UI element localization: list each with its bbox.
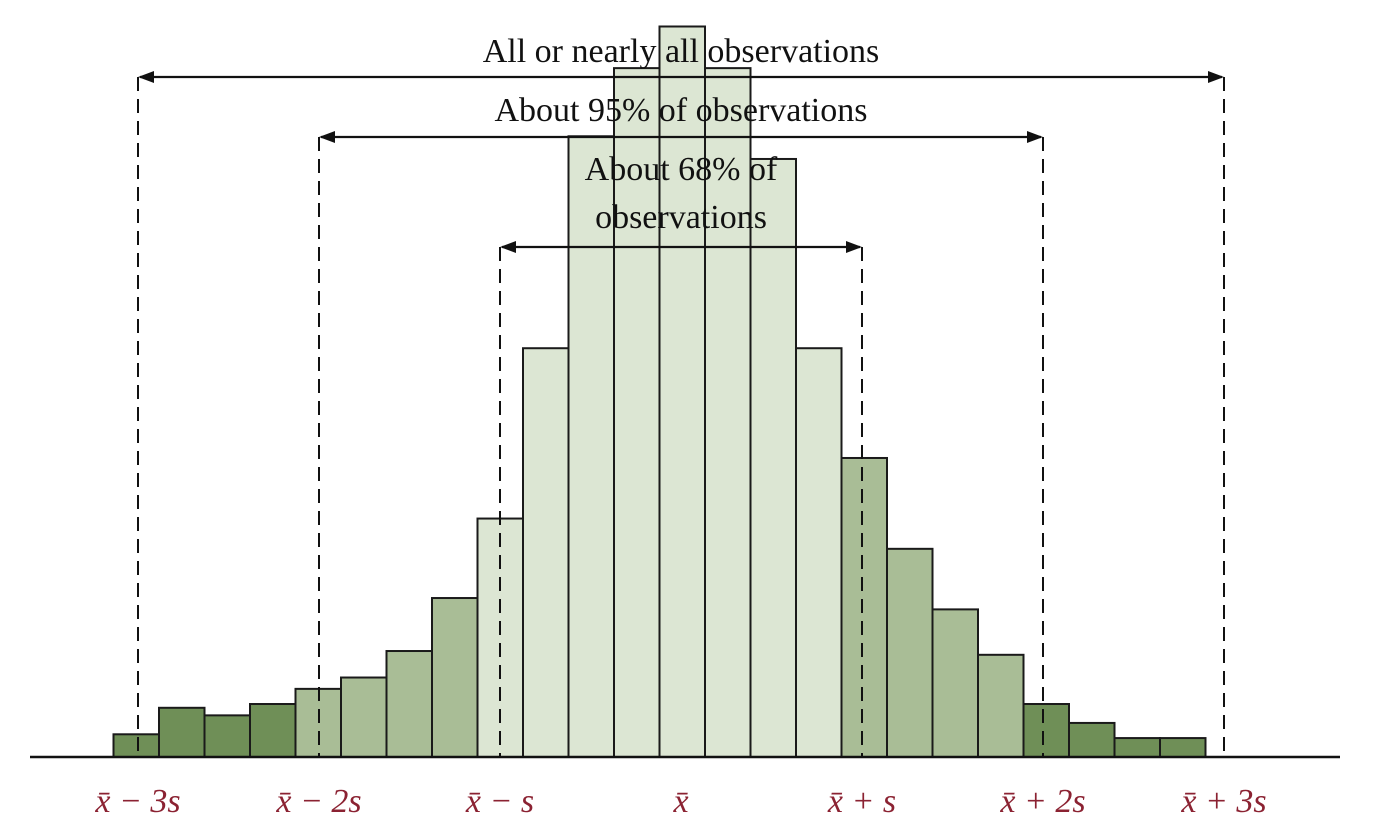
annotation-label: About 95% of observations: [494, 92, 867, 129]
annotation-spans: All or nearly all observations About 95% …: [138, 33, 1224, 253]
sd-guide-lines: [137, 77, 1225, 757]
x-tick-label: x̄ − 2s: [275, 783, 361, 820]
annotation-label: All or nearly all observations: [483, 33, 880, 70]
histogram-bar: [158, 706, 206, 758]
histogram-bar: [1068, 721, 1116, 758]
arrowhead-left: [500, 241, 516, 253]
x-tick-label: x̄ + 3s: [1180, 783, 1266, 820]
histogram-bar: [795, 347, 843, 758]
histogram-bar: [704, 67, 752, 758]
annotation-label: About 68% of: [585, 151, 778, 188]
histogram-bar: [522, 347, 570, 758]
histogram-bar: [1022, 703, 1070, 759]
annotation-label: observations: [595, 199, 767, 236]
histogram-bar: [749, 157, 797, 759]
x-tick-label: x̄ − s: [465, 783, 534, 820]
annotation-span: About 95% of observations: [319, 92, 1043, 143]
histogram-bar: [1159, 737, 1207, 759]
arrowhead-left: [138, 71, 154, 83]
histogram-bar: [385, 650, 433, 759]
histogram-bar: [840, 456, 888, 758]
histogram-bar: [1113, 737, 1161, 759]
x-tick-label: x̄ + s: [827, 783, 896, 820]
x-tick-label: x̄ − 3s: [94, 783, 180, 820]
annotation-span: All or nearly all observations: [138, 33, 1224, 83]
histogram-bar: [931, 608, 979, 759]
arrowhead-right: [846, 241, 862, 253]
histogram-bar: [658, 25, 706, 759]
histogram-bar: [886, 547, 934, 759]
histogram-bar: [249, 703, 297, 759]
histogram-bar: [203, 714, 251, 758]
histogram-bar: [977, 653, 1025, 758]
x-tick-labels: x̄ − 3s x̄ − 2s x̄ − s x̄ x̄ + s x̄ + 2s x̄ + …: [94, 783, 1266, 820]
histogram-bar: [431, 597, 479, 759]
arrowhead-left: [319, 131, 335, 143]
arrowhead-right: [1208, 71, 1224, 83]
histogram-bar: [340, 676, 388, 759]
x-tick-label: x̄ + 2s: [999, 783, 1085, 820]
arrowhead-right: [1027, 131, 1043, 143]
histogram-bar: [112, 733, 160, 758]
annotation-span: About 68% of observations: [500, 151, 862, 253]
histogram-bars: [112, 25, 1207, 759]
x-tick-label: x̄: [672, 783, 688, 820]
